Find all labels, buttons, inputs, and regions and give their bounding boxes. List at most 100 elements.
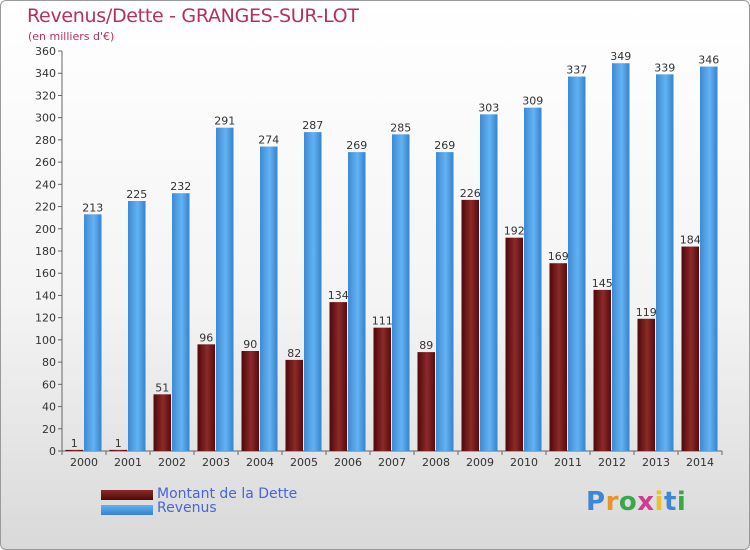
bar-dette [197, 344, 215, 451]
x-tick-label: 2013 [642, 456, 670, 469]
value-label-revenus: 213 [82, 201, 103, 214]
x-tick-label: 2011 [554, 456, 582, 469]
x-axis: 2000 2001 2002 2003 2004 2005 2006 2007 2008 2009… [61, 450, 723, 469]
bar-revenus [524, 107, 542, 452]
bar-revenus [392, 134, 410, 452]
bar-dette [329, 302, 347, 451]
value-label-revenus: 346 [698, 54, 719, 67]
bar-revenus [128, 201, 146, 451]
value-label-dette: 134 [328, 289, 349, 302]
value-label-dette: 96 [199, 331, 213, 344]
y-tick-label: 220 [35, 201, 56, 214]
y-tick-label: 40 [42, 401, 56, 414]
bar-dette [241, 351, 259, 451]
legend-label-revenus: Revenus [157, 500, 217, 516]
legend-label-dette: Montant de la Dette [157, 486, 298, 502]
y-tick-label: 80 [42, 356, 56, 369]
value-label-revenus: 225 [126, 188, 147, 201]
value-label-revenus: 303 [478, 101, 499, 114]
y-tick-label: 360 [35, 45, 56, 58]
value-label-revenus: 339 [654, 61, 675, 74]
value-label-dette: 169 [548, 250, 569, 263]
bar-revenus [260, 146, 278, 452]
bar-dette [65, 449, 83, 451]
y-tick-label: 0 [49, 445, 56, 458]
proxiti-logo: Proxiti [586, 487, 687, 517]
bar-revenus [436, 152, 454, 451]
value-label-dette: 90 [243, 338, 257, 351]
y-tick-label: 300 [35, 112, 56, 125]
x-tick-label: 2000 [70, 456, 98, 469]
value-label-dette: 145 [592, 277, 613, 290]
y-tick-label: 100 [35, 334, 56, 347]
bar-dette [681, 246, 699, 451]
y-tick-label: 160 [35, 267, 56, 280]
y-tick-label: 260 [35, 156, 56, 169]
value-label-dette: 1 [71, 437, 78, 450]
x-tick-label: 2014 [686, 456, 714, 469]
value-label-revenus: 285 [390, 121, 411, 134]
y-tick-label: 280 [35, 134, 56, 147]
x-tick-label: 2009 [466, 456, 494, 469]
value-label-dette: 119 [636, 306, 657, 319]
legend-swatch-revenus [101, 505, 153, 515]
y-tick-label: 60 [42, 378, 56, 391]
value-label-revenus: 274 [258, 134, 279, 147]
value-label-revenus: 269 [434, 139, 455, 152]
bar-dette [549, 263, 567, 451]
value-label-dette: 192 [504, 225, 525, 238]
value-label-dette: 184 [680, 234, 701, 247]
value-label-dette: 111 [372, 315, 393, 328]
bar-revenus [656, 74, 674, 451]
value-label-dette: 226 [460, 187, 481, 200]
bar-dette [373, 327, 391, 451]
bar-dette [593, 289, 611, 451]
bar-revenus [480, 114, 498, 451]
y-tick-label: 320 [35, 89, 56, 102]
x-tick-label: 2007 [378, 456, 406, 469]
bar-revenus [304, 132, 322, 451]
y-tick-label: 120 [35, 312, 56, 325]
y-tick-label: 20 [42, 423, 56, 436]
bar-revenus [700, 66, 718, 452]
bar-revenus [216, 127, 234, 452]
bar-dette [461, 199, 479, 451]
value-label-revenus: 287 [302, 119, 323, 132]
value-label-revenus: 337 [566, 64, 587, 77]
x-tick-label: 2008 [422, 456, 450, 469]
x-tick-label: 2006 [334, 456, 362, 469]
y-tick-label: 200 [35, 223, 56, 236]
value-label-dette: 1 [115, 437, 122, 450]
value-label-dette: 89 [419, 339, 433, 352]
bar-dette [285, 359, 303, 451]
y-tick-label: 140 [35, 289, 56, 302]
bar-revenus [612, 63, 630, 451]
x-tick-label: 2010 [510, 456, 538, 469]
chart-title: Revenus/Dette - GRANGES-SUR-LOT [27, 5, 359, 27]
x-tick-label: 2005 [290, 456, 318, 469]
bar-dette [153, 394, 171, 451]
bars: 1 213 1 225 51 232 96 291 90 274 82 287 134 269 111 285… [65, 50, 719, 452]
value-label-revenus: 269 [346, 139, 367, 152]
value-label-revenus: 232 [170, 180, 191, 193]
y-tick-label: 180 [35, 245, 56, 258]
value-label-dette: 82 [287, 347, 301, 360]
x-tick-label: 2001 [114, 456, 142, 469]
bar-dette [417, 352, 435, 451]
x-tick-label: 2003 [202, 456, 230, 469]
value-label-dette: 51 [155, 381, 169, 394]
bar-dette [637, 318, 655, 451]
bar-revenus [172, 193, 190, 451]
x-tick-label: 2012 [598, 456, 626, 469]
y-axis: 0 20 40 60 80 100 120 140 160 180 200 220 240 260 280 3… [35, 45, 63, 458]
bar-revenus [348, 152, 366, 451]
legend-swatch-dette [101, 490, 153, 500]
bar-revenus [84, 214, 102, 451]
chart-subtitle: (en milliers d'€) [28, 30, 115, 43]
y-tick-label: 240 [35, 178, 56, 191]
x-tick-label: 2004 [246, 456, 274, 469]
value-label-revenus: 291 [214, 115, 235, 128]
bar-dette [109, 449, 127, 451]
